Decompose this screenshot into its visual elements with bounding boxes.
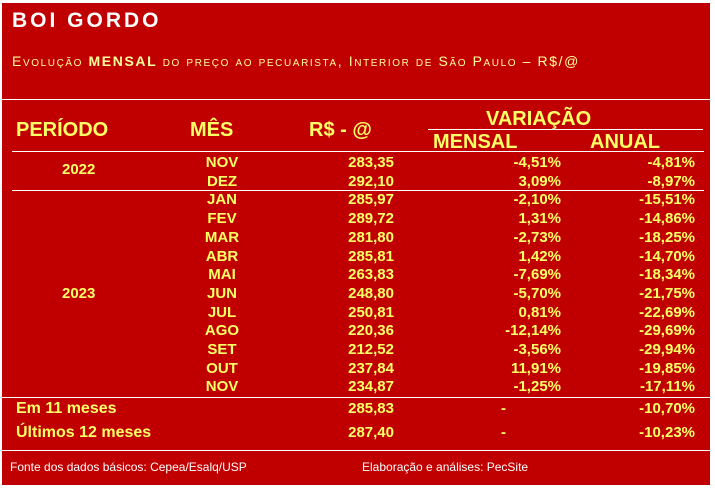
table-row: NOV 283,35 -4,51% -4,81% — [2, 153, 710, 172]
price-table-panel: BOI GORDO Evolução MENSAL do preço ao pe… — [2, 3, 710, 485]
table-row: DEZ 292,10 3,09% -8,97% — [2, 172, 710, 191]
month-cell: JUL — [207, 303, 237, 321]
divider-header — [12, 151, 704, 152]
summary-row-12-meses: Últimos 12 meses 287,40 - -10,23% — [2, 422, 710, 444]
table-row: JUL 250,81 0,81% -22,69% — [2, 303, 710, 322]
year-label-2023: 2023 — [62, 285, 96, 302]
annual-change-cell: -8,97% — [647, 172, 695, 190]
table-row: ABR 285,81 1,42% -14,70% — [2, 247, 710, 266]
month-cell: MAR — [204, 228, 240, 246]
price-cell: 285,81 — [348, 247, 394, 265]
monthly-change-cell: -1,25% — [513, 378, 561, 396]
summary-valor: 285,83 — [348, 400, 394, 417]
subtitle-bold: MENSAL — [88, 53, 158, 69]
price-cell: 212,52 — [348, 341, 394, 358]
month-cell: SET — [207, 341, 237, 358]
subtitle-part2: do preço ao pecuarista, Interior de São … — [157, 53, 580, 69]
month-cell: FEV — [207, 210, 237, 228]
table-row: NOV 234,87 -1,25% -17,11% — [2, 377, 710, 396]
monthly-change-cell: 0,81% — [518, 303, 561, 321]
month-cell: OUT — [206, 359, 238, 377]
header-mes: MÊS — [190, 119, 234, 141]
month-cell: ABR — [205, 247, 239, 265]
header-variacao: VARIAÇÃO — [486, 108, 592, 130]
table-row: AGO 220,36 -12,14% -29,69% — [2, 321, 710, 340]
annual-change-cell: -19,85% — [639, 359, 695, 377]
price-cell: 248,80 — [348, 284, 394, 302]
summary-label: Últimos 12 meses — [16, 424, 152, 441]
summary-valor: 287,40 — [348, 424, 394, 441]
price-cell: 220,36 — [348, 322, 394, 340]
variacao-underline — [428, 129, 703, 130]
header-mensal: MENSAL — [433, 131, 518, 153]
summary-mensal: - — [501, 400, 506, 417]
price-cell: 292,10 — [348, 172, 394, 190]
table-row: JAN 285,97 -2,10% -15,51% — [2, 190, 710, 209]
footer-elaboracao: Elaboração e análises: PecSite — [362, 460, 529, 474]
subtitle: Evolução MENSAL do preço ao pecuarista, … — [12, 51, 702, 71]
summary-anual: -10,23% — [639, 424, 695, 441]
divider-year — [12, 190, 704, 191]
month-cell: DEZ — [207, 172, 237, 190]
table-row: SET 212,52 -3,56% -29,94% — [2, 340, 710, 359]
monthly-change-cell: 1,42% — [518, 247, 561, 265]
price-cell: 250,81 — [348, 303, 394, 321]
annual-change-cell: -18,25% — [639, 228, 695, 246]
divider-footer — [2, 450, 710, 451]
annual-change-cell: -21,75% — [639, 284, 695, 302]
divider-top — [2, 99, 710, 100]
header-periodo: PERÍODO — [16, 119, 109, 141]
monthly-change-cell: -2,73% — [513, 228, 561, 246]
summary-row-11-meses: Em 11 meses 285,83 - -10,70% — [2, 398, 710, 420]
annual-change-cell: -29,94% — [639, 341, 695, 358]
price-cell: 285,97 — [348, 191, 394, 209]
table-row: JUN 248,80 -5,70% -21,75% — [2, 284, 710, 303]
price-cell: 289,72 — [348, 210, 394, 228]
table-row: MAR 281,80 -2,73% -18,25% — [2, 228, 710, 247]
annual-change-cell: -17,11% — [639, 378, 695, 396]
annual-change-cell: -15,51% — [639, 191, 695, 209]
monthly-change-cell: 3,09% — [518, 172, 561, 190]
month-cell: JAN — [206, 191, 237, 209]
monthly-change-cell: -7,69% — [513, 266, 561, 284]
summary-anual: -10,70% — [639, 400, 695, 417]
header-anual: ANUAL — [590, 131, 660, 153]
monthly-change-cell: -2,10% — [513, 191, 561, 209]
month-cell: JUN — [206, 284, 237, 302]
month-cell: NOV — [205, 378, 239, 396]
monthly-change-cell: 1,31% — [518, 210, 561, 228]
price-cell: 263,83 — [348, 266, 394, 284]
annual-change-cell: -22,69% — [639, 303, 695, 321]
monthly-change-cell: -4,51% — [513, 154, 561, 171]
month-cell: NOV — [205, 154, 239, 171]
table-row: FEV 289,72 1,31% -14,86% — [2, 209, 710, 228]
price-cell: 283,35 — [348, 154, 394, 171]
annual-change-cell: -4,81% — [647, 154, 695, 171]
annual-change-cell: -14,86% — [639, 210, 695, 228]
month-cell: AGO — [204, 322, 240, 340]
summary-mensal: - — [501, 424, 506, 441]
price-cell: 237,84 — [348, 359, 394, 377]
divider-summary — [2, 397, 710, 398]
year-label-2022: 2022 — [62, 161, 96, 178]
page-title: BOI GORDO — [12, 9, 162, 32]
monthly-change-cell: -12,14% — [505, 322, 561, 340]
annual-change-cell: -18,34% — [639, 266, 695, 284]
monthly-change-cell: -5,70% — [513, 284, 561, 302]
table-row: OUT 237,84 11,91% -19,85% — [2, 359, 710, 378]
month-cell: MAI — [208, 266, 236, 284]
table-row: MAI 263,83 -7,69% -18,34% — [2, 265, 710, 284]
monthly-change-cell: 11,91% — [510, 359, 561, 377]
monthly-change-cell: -3,56% — [513, 341, 561, 358]
annual-change-cell: -14,70% — [639, 247, 695, 265]
footer-fonte: Fonte dos dados básicos: Cepea/Esalq/USP — [10, 460, 247, 474]
subtitle-part1: Evolução — [12, 53, 89, 69]
price-cell: 234,87 — [348, 378, 394, 396]
price-cell: 281,80 — [348, 228, 394, 246]
header-valor: R$ - @ — [309, 119, 372, 141]
summary-label: Em 11 meses — [16, 400, 117, 417]
annual-change-cell: -29,69% — [639, 322, 695, 340]
